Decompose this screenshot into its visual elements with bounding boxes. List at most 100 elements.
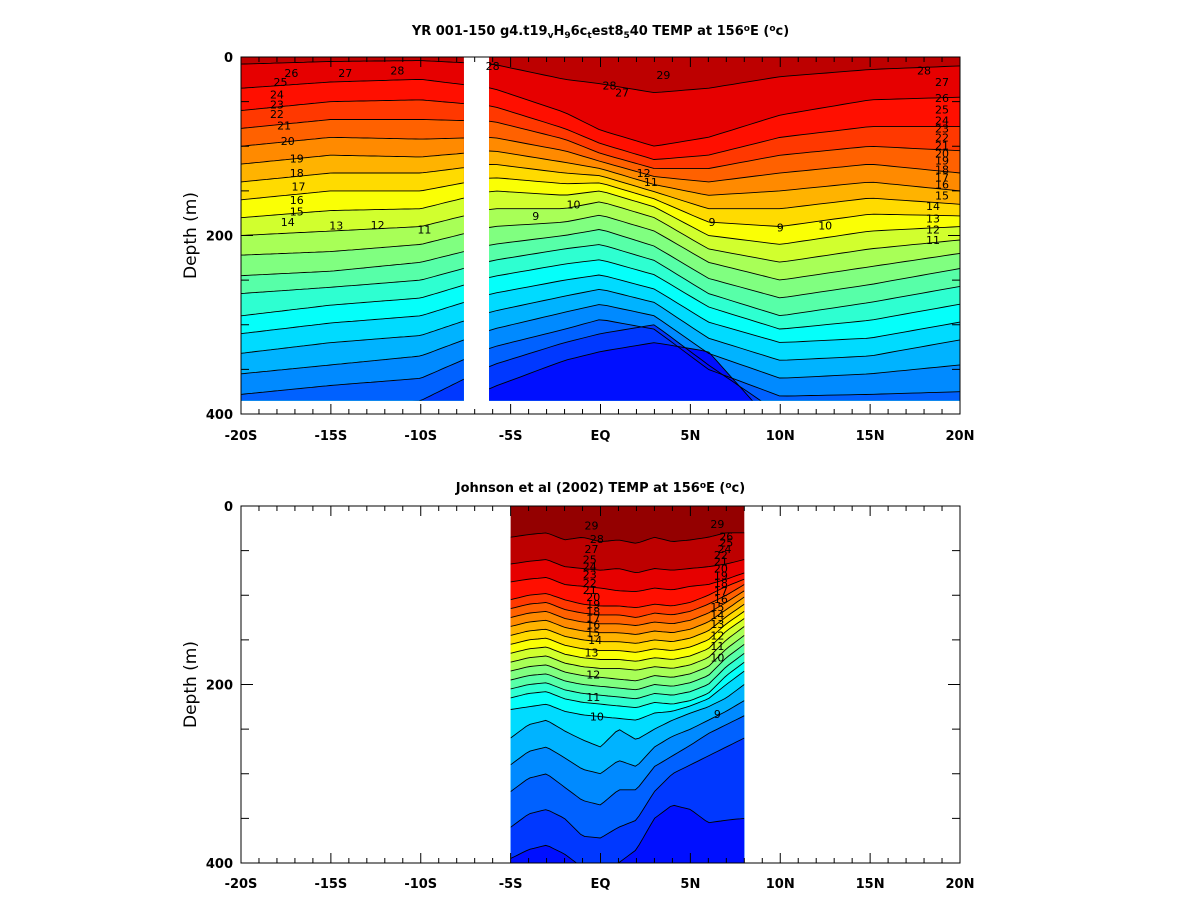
x-tick-label: 10N: [766, 877, 795, 892]
isotherm-25: [489, 120, 960, 170]
x-tick-label: -5S: [499, 429, 523, 444]
x-tick-label: 5N: [680, 429, 700, 444]
contour-label: 10: [818, 220, 832, 233]
contour-label: 19: [290, 153, 304, 166]
isotherm-13: [241, 320, 464, 354]
isotherm-20: [489, 190, 960, 245]
contour-label: 26: [284, 67, 298, 80]
contour-label: 13: [585, 646, 599, 659]
contour-label: 21: [583, 584, 597, 597]
contour-label: 13: [329, 220, 343, 233]
contour-label: 19: [935, 155, 949, 168]
contour-label: 9: [777, 221, 784, 234]
contour-label: 17: [586, 612, 600, 625]
isotherm-19: [241, 215, 464, 236]
contour-label: 17: [292, 180, 306, 193]
x-tick-label: 15N: [856, 429, 885, 444]
x-tick-label: -20S: [225, 429, 258, 444]
contour-label: 29: [710, 518, 724, 531]
chart-panel-2: 29 29282725242322212019181716151413121110…: [181, 481, 974, 892]
contour-label: 27: [338, 67, 352, 80]
contour-label: 10: [567, 198, 581, 211]
isotherm-24: [241, 136, 464, 147]
isotherm-12: [510, 700, 745, 775]
contour-label: 18: [290, 167, 304, 180]
contour-label: 29: [585, 520, 599, 533]
isotherm-18: [241, 233, 464, 256]
contour-label: 20: [935, 147, 949, 160]
contour-label: 12: [371, 219, 385, 232]
contour-label: 16: [714, 593, 728, 606]
isotherm-28: [489, 63, 960, 94]
isotherm-20: [241, 197, 464, 219]
x-tick-label: EQ: [591, 429, 611, 444]
isotherm-24: [489, 136, 960, 183]
x-tick-label: EQ: [591, 877, 611, 892]
contour-label: 26: [935, 92, 949, 105]
contour-label: 14: [926, 200, 940, 213]
isotherm-21: [241, 182, 464, 201]
contour-label: 27: [615, 87, 629, 100]
contour-label: 26: [719, 530, 733, 543]
contour-label: 9: [708, 216, 715, 229]
isotherm-29: [510, 532, 745, 544]
isotherm-21: [489, 177, 960, 227]
x-tick-label: 20N: [946, 429, 975, 444]
contour-label: 22: [935, 131, 949, 144]
x-tick-label: -10S: [404, 877, 437, 892]
x-tick-label: -15S: [314, 877, 347, 892]
isotherm-15: [489, 259, 960, 330]
contour-label: 28: [602, 80, 616, 93]
contour-label: 10: [710, 652, 724, 665]
temperature-band-9: [489, 342, 753, 401]
contour-label: 15: [935, 189, 949, 202]
contour-label: 25: [274, 76, 288, 89]
isotherm-16: [510, 652, 745, 700]
x-tick-label: 5N: [680, 877, 700, 892]
x-tick-label: 20N: [946, 877, 975, 892]
contour-label: 14: [281, 216, 295, 229]
isotherm-16: [489, 244, 960, 317]
contour-label: 20: [281, 135, 295, 148]
temperature-band-10: [419, 379, 464, 401]
isotherm-23: [510, 596, 745, 635]
y-axis-label: Depth (m): [181, 192, 201, 279]
isotherm-23: [241, 152, 464, 165]
isotherm-14: [489, 274, 960, 343]
contour-label: 17: [935, 171, 949, 184]
isotherm-26: [241, 99, 464, 111]
contour-label: 25: [583, 554, 597, 567]
contour-label: 23: [270, 98, 284, 111]
y-tick-label: 200: [206, 679, 233, 694]
x-tick-label: 10N: [766, 429, 795, 444]
isotherm-11: [510, 715, 745, 806]
contour-label: 19: [586, 598, 600, 611]
isotherm-19: [510, 626, 745, 671]
contour-label: 15: [710, 601, 724, 614]
contour-label: 25: [935, 104, 949, 117]
contour-label: 11: [644, 176, 658, 189]
x-tick-label: -20S: [225, 877, 258, 892]
isotherm-22: [510, 603, 745, 644]
contour-label: 20: [714, 562, 728, 575]
contour-label: 12: [637, 167, 651, 180]
contour-label: 13: [710, 618, 724, 631]
isotherm-10: [489, 324, 762, 401]
isotherm-25: [241, 119, 464, 129]
isotherm-26: [510, 578, 745, 609]
isotherm-9: [489, 342, 753, 401]
contour-label: 22: [714, 549, 728, 562]
isotherm-12: [241, 339, 464, 375]
contour-label: 27: [585, 543, 599, 556]
contour-label: 22: [583, 577, 597, 590]
contour-label: 21: [714, 555, 728, 568]
isotherm-14: [241, 301, 464, 335]
isotherm-15: [510, 661, 745, 709]
isotherm-17: [510, 643, 745, 691]
contour-label: 9: [532, 210, 539, 223]
isotherm-22: [241, 167, 464, 183]
contour-label: 28: [917, 64, 931, 77]
contour-label: 14: [588, 634, 602, 647]
isotherm-27: [241, 78, 464, 89]
contour-label: 21: [935, 139, 949, 152]
